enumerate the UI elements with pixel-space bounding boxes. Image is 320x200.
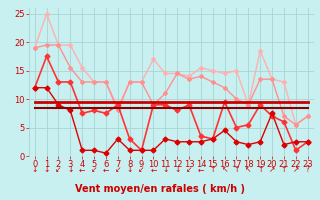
Text: ←: ← — [79, 166, 85, 174]
Text: ↓: ↓ — [44, 166, 50, 174]
Text: ↓: ↓ — [32, 166, 38, 174]
Text: ↗: ↗ — [269, 166, 275, 174]
Text: ↙: ↙ — [115, 166, 121, 174]
Text: ↑: ↑ — [210, 166, 216, 174]
Text: ↙: ↙ — [186, 166, 192, 174]
Text: ?: ? — [306, 166, 310, 174]
Text: Vent moyen/en rafales ( km/h ): Vent moyen/en rafales ( km/h ) — [75, 184, 245, 194]
Text: ←: ← — [150, 166, 156, 174]
Text: ←: ← — [198, 166, 204, 174]
Text: ←: ← — [103, 166, 109, 174]
Text: ↖: ↖ — [245, 166, 252, 174]
Text: ↓: ↓ — [67, 166, 74, 174]
Text: ↑: ↑ — [233, 166, 240, 174]
Text: ↓: ↓ — [126, 166, 133, 174]
Text: ↓: ↓ — [162, 166, 168, 174]
Text: ↙: ↙ — [138, 166, 145, 174]
Text: ↖: ↖ — [221, 166, 228, 174]
Text: ↑: ↑ — [281, 166, 287, 174]
Text: ↑: ↑ — [257, 166, 263, 174]
Text: ↙: ↙ — [91, 166, 97, 174]
Text: ↗: ↗ — [292, 166, 299, 174]
Text: ↙: ↙ — [55, 166, 62, 174]
Text: ↓: ↓ — [174, 166, 180, 174]
